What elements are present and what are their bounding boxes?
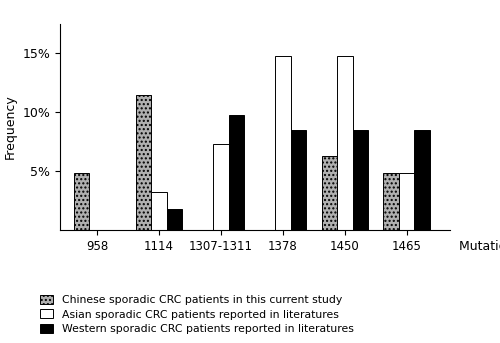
Bar <box>337 56 352 230</box>
Legend: Chinese sporadic CRC patients in this current study, Asian sporadic CRC patients: Chinese sporadic CRC patients in this cu… <box>40 295 354 334</box>
Bar <box>228 115 244 230</box>
Bar <box>290 130 306 230</box>
Bar <box>213 144 228 230</box>
Bar <box>136 95 152 230</box>
Bar <box>384 173 399 230</box>
Bar <box>399 173 414 230</box>
Bar <box>352 130 368 230</box>
Bar <box>167 209 182 230</box>
Bar <box>322 156 337 230</box>
Y-axis label: Frequency: Frequency <box>4 95 17 159</box>
Bar <box>414 130 430 230</box>
Bar <box>275 56 290 230</box>
Bar <box>74 173 90 230</box>
Bar <box>152 192 167 230</box>
Text: Mutation sites: Mutation sites <box>460 240 500 253</box>
